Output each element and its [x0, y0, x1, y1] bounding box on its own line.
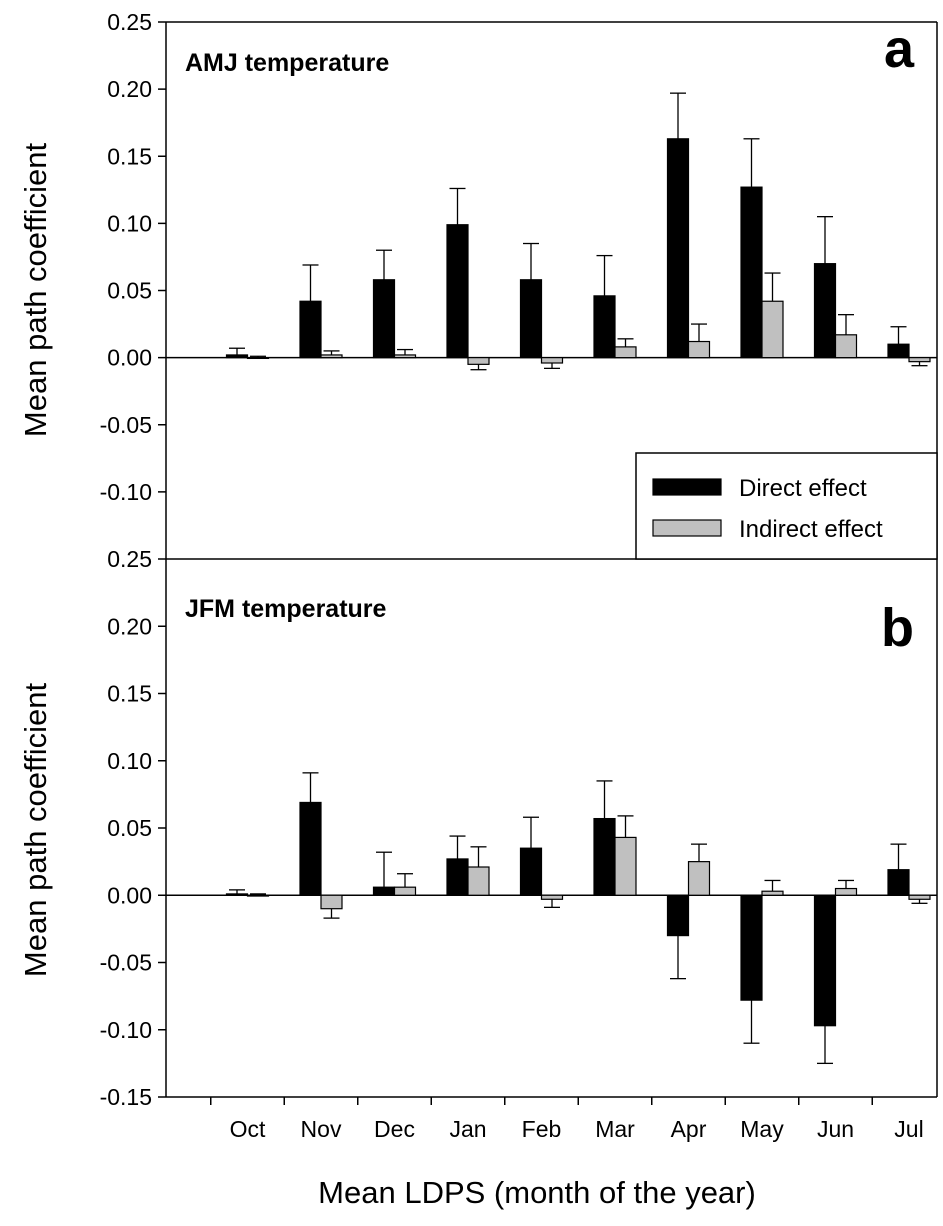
bar-direct-mar [593, 295, 616, 359]
x-axis-title: Mean LDPS (month of the year) [318, 1175, 756, 1210]
bar-indirect-jun [834, 887, 858, 896]
y-tick-label: 0.20 [107, 76, 152, 102]
bar-direct-oct [225, 354, 249, 359]
bar-direct-apr [666, 138, 690, 359]
bar-indirect-oct [246, 894, 270, 897]
legend-swatch-direct [652, 478, 722, 496]
x-tick-label-jun: Jun [817, 1116, 854, 1142]
bar-direct-dec [372, 279, 396, 359]
x-tick-label-oct: Oct [230, 1116, 266, 1142]
bar-indirect-jun [834, 334, 858, 359]
bar-direct-mar [593, 817, 616, 896]
panel-a-y-axis-title: Mean path coefficient [18, 143, 53, 438]
bar-indirect-nov [320, 894, 343, 910]
panel-b: -0.15-0.10-0.050.000.050.100.150.200.25 … [18, 546, 938, 1142]
bar-indirect-feb [540, 357, 564, 364]
bar-indirect-dec [393, 354, 417, 359]
panel-a-plot-area [166, 92, 937, 371]
y-tick-label: 0.10 [107, 748, 152, 774]
x-tick-label-jul: Jul [894, 1116, 923, 1142]
bar-indirect-feb [540, 894, 564, 900]
bar-indirect-jan [467, 866, 490, 896]
bar-indirect-mar [614, 346, 637, 359]
y-tick-label: 0.15 [107, 681, 152, 707]
panel-b-letter: b [881, 598, 914, 658]
bar-direct-jul [887, 869, 910, 896]
panel-a-y-ticks: -0.10 -0.05 0.00 0.05 0.10 0.15 0.20 0.25 [100, 9, 166, 505]
panel-b-y-axis-title: Mean path coefficient [18, 683, 53, 978]
panel-b-title: JFM temperature [185, 595, 387, 623]
bar-direct-jul [887, 343, 910, 359]
y-tick-label: 0.00 [107, 345, 152, 371]
x-tick-label-may: May [740, 1116, 784, 1142]
y-tick-label: -0.05 [100, 412, 152, 438]
bar-direct-feb [519, 847, 543, 896]
bar-direct-may [740, 894, 763, 1001]
bar-direct-oct [225, 893, 249, 896]
legend-box [635, 452, 938, 560]
bar-direct-nov [299, 801, 322, 896]
panel-a-letter: a [884, 19, 915, 79]
bar-indirect-jul [908, 357, 931, 363]
bar-direct-jun [813, 894, 837, 1027]
panel-a: -0.10 -0.05 0.00 0.05 0.10 0.15 0.20 0.25 AMJ t… [18, 9, 938, 560]
y-tick-label: 0.25 [107, 546, 152, 572]
legend-label-indirect: Indirect effect [739, 516, 883, 543]
panel-b-x-ticks: Oct Nov Dec Jan Feb Mar Apr May Jun Jul [210, 1097, 924, 1142]
bar-indirect-apr [687, 861, 711, 896]
panel-b-y-ticks: -0.15 -0.10 -0.05 0.00 0.05 0.10 0.15 0.20 0.25 [100, 546, 166, 1110]
y-tick-label: -0.10 [100, 1017, 152, 1043]
x-tick-label-mar: Mar [595, 1116, 635, 1142]
bar-direct-feb [519, 279, 543, 359]
y-tick-label: -0.05 [100, 950, 152, 976]
panel-a-title: AMJ temperature [185, 49, 389, 77]
y-tick-label: 0.05 [107, 278, 152, 304]
x-tick-label-dec: Dec [374, 1116, 415, 1142]
bar-direct-jan [446, 224, 469, 359]
bar-indirect-oct [246, 357, 270, 360]
bar-direct-jan [446, 858, 469, 896]
x-tick-label-nov: Nov [301, 1116, 342, 1142]
legend: Direct effect Indirect effect [635, 452, 938, 560]
bar-indirect-jan [467, 357, 490, 365]
y-tick-label: 0.25 [107, 9, 152, 35]
bar-direct-nov [299, 300, 322, 359]
bar-indirect-may [761, 300, 784, 359]
x-tick-label-apr: Apr [671, 1116, 707, 1142]
bar-indirect-mar [614, 836, 637, 896]
x-tick-label-jan: Jan [449, 1116, 486, 1142]
bar-direct-dec [372, 886, 396, 896]
bar-indirect-jul [908, 894, 931, 900]
y-tick-label: 0.05 [107, 815, 152, 841]
legend-label-direct: Direct effect [739, 475, 867, 502]
bar-indirect-may [761, 890, 784, 896]
y-tick-label: 0.10 [107, 210, 152, 236]
legend-swatch-indirect [652, 519, 722, 537]
y-tick-label: 0.20 [107, 613, 152, 639]
panel-b-plot-area [166, 772, 937, 1065]
bar-direct-may [740, 186, 763, 359]
bar-indirect-dec [393, 886, 417, 896]
bar-direct-jun [813, 263, 837, 359]
x-tick-label-feb: Feb [522, 1116, 562, 1142]
bar-indirect-nov [320, 354, 343, 359]
y-tick-label: -0.15 [100, 1084, 152, 1110]
bar-indirect-apr [687, 340, 711, 359]
y-tick-label: 0.15 [107, 143, 152, 169]
y-tick-label: -0.10 [100, 479, 152, 505]
bar-direct-apr [666, 894, 690, 937]
y-tick-label: 0.00 [107, 882, 152, 908]
